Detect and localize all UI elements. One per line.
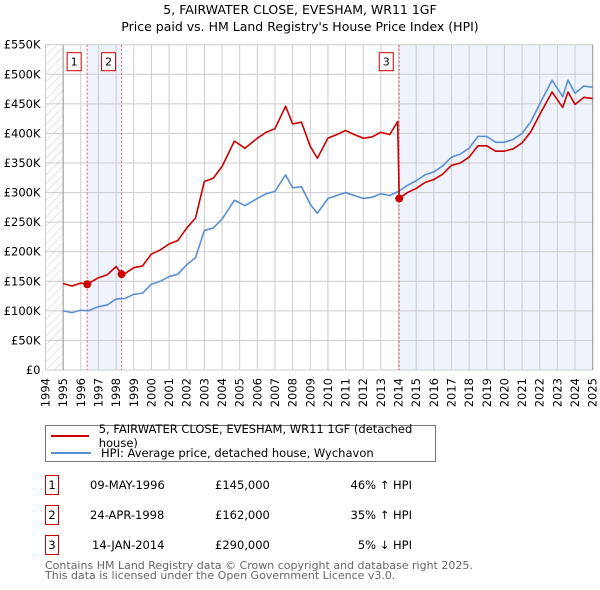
footer-licence: This data is licensed under the Open Gov… [45,569,396,582]
x-tick-label: 2017 [444,378,458,407]
sale-label-1: 1 [71,56,78,69]
sale-label-box-2 [101,52,117,72]
y-tick-label: £100K [4,304,41,318]
x-tick-label: 2024 [568,378,582,407]
y-tick-label: £200K [4,245,41,259]
x-tick-label: 2020 [497,378,511,407]
sale-row-1: 1 09-MAY-1996 £145,000 46% ↑ HPI [45,475,495,495]
y-tick-label: £300K [4,186,41,200]
hpi-line [62,79,593,314]
x-tick-label: 2006 [250,378,264,407]
x-tick-label: 2001 [162,378,176,407]
y-tick-label: £250K [4,215,41,229]
x-tick-label: 2018 [462,378,476,407]
sale-point-3 [395,194,404,203]
sale-point-2 [117,270,126,279]
x-tick-label: 2023 [550,378,564,407]
x-tick-label: 2014 [392,378,406,407]
x-tick-label: 2022 [533,378,547,407]
legend-label-property: 5, FAIRWATER CLOSE, EVESHAM, WR11 1GF (d… [98,422,413,450]
x-tick-label: 2019 [480,378,494,407]
x-tick-label: 2011 [339,378,353,407]
y-tick-label: £400K [4,126,41,140]
x-tick-label: 1998 [109,378,123,407]
price-chart: 1994 1995 1996 1997 1998 1999 2000 2001 2002 2003… [4,38,600,408]
x-tick-label: 2003 [197,378,211,407]
sale-hpi-diff: 46% ↑ HPI [350,478,412,492]
x-tick-label: 2021 [515,378,529,407]
x-tick-label: 2012 [356,378,370,407]
legend-item-property: 5, FAIRWATER CLOSE, EVESHAM, WR11 1GF (d… [46,422,435,450]
x-tick-label: 2025 [586,378,600,407]
sale-label-2: 2 [105,56,112,69]
sale-label-box-3 [378,52,394,72]
x-tick-label: 1999 [127,378,141,407]
property-price-line [62,91,593,287]
legend-swatch-hpi [51,452,91,454]
y-tick-label: £50K [11,333,41,347]
y-tick-label: £0 [26,363,41,377]
no-data-region [45,44,64,370]
sale-marker-box: 2 [45,505,59,525]
sale-marker-box: 3 [45,535,59,555]
sale-date: 09-MAY-1996 [90,478,165,492]
x-tick-label: 1997 [91,378,105,407]
x-tick-label: 2013 [374,378,388,407]
sale-price: £290,000 [215,538,270,552]
legend-item-hpi: HPI: Average price, detached house, Wych… [46,445,374,461]
y-tick-label: £150K [4,274,41,288]
shaded-region-2 [399,44,593,370]
legend-swatch-property [51,435,89,437]
x-tick-label: 2007 [268,378,282,407]
sale-price: £162,000 [215,508,270,522]
y-tick-label: £450K [4,97,41,111]
y-tick-label: £500K [4,67,41,81]
sale-label-box-1 [66,52,82,72]
chart-title: 5, FAIRWATER CLOSE, EVESHAM, WR11 1GF [163,2,437,17]
x-tick-label: 2010 [321,378,335,407]
sale-row-2: 2 24-APR-1998 £162,000 35% ↑ HPI [45,505,495,525]
x-tick-label: 2005 [233,378,247,407]
sale-hpi-diff: 5% ↓ HPI [357,538,412,552]
x-tick-label: 2008 [286,378,300,407]
sale-label-3: 3 [383,56,390,69]
x-tick-label: 2009 [303,378,317,407]
x-tick-label: 2015 [409,378,423,407]
y-tick-label: £550K [4,38,41,52]
sale-date: 14-JAN-2014 [92,538,165,552]
sale-row-3: 3 14-JAN-2014 £290,000 5% ↓ HPI [45,535,495,555]
x-tick-label: 2000 [144,378,158,407]
y-tick-label: £350K [4,156,41,170]
x-tick-label: 1994 [39,378,53,407]
sale-marker-box: 1 [45,475,59,495]
sale-point-1 [83,280,92,289]
legend: 5, FAIRWATER CLOSE, EVESHAM, WR11 1GF (d… [45,422,436,462]
sale-price: £145,000 [215,478,270,492]
sale-hpi-diff: 35% ↑ HPI [350,508,412,522]
x-tick-label: 1995 [56,378,70,407]
sale-date: 24-APR-1998 [90,508,165,522]
footer-copyright: Contains HM Land Registry data © Crown c… [45,559,473,572]
x-tick-label: 1996 [74,378,88,407]
x-tick-label: 2016 [427,378,441,407]
x-tick-label: 2004 [215,378,229,407]
legend-label-hpi: HPI: Average price, detached house, Wych… [101,446,374,460]
x-tick-label: 2002 [180,378,194,407]
chart-subtitle: Price paid vs. HM Land Registry's House … [121,19,479,34]
